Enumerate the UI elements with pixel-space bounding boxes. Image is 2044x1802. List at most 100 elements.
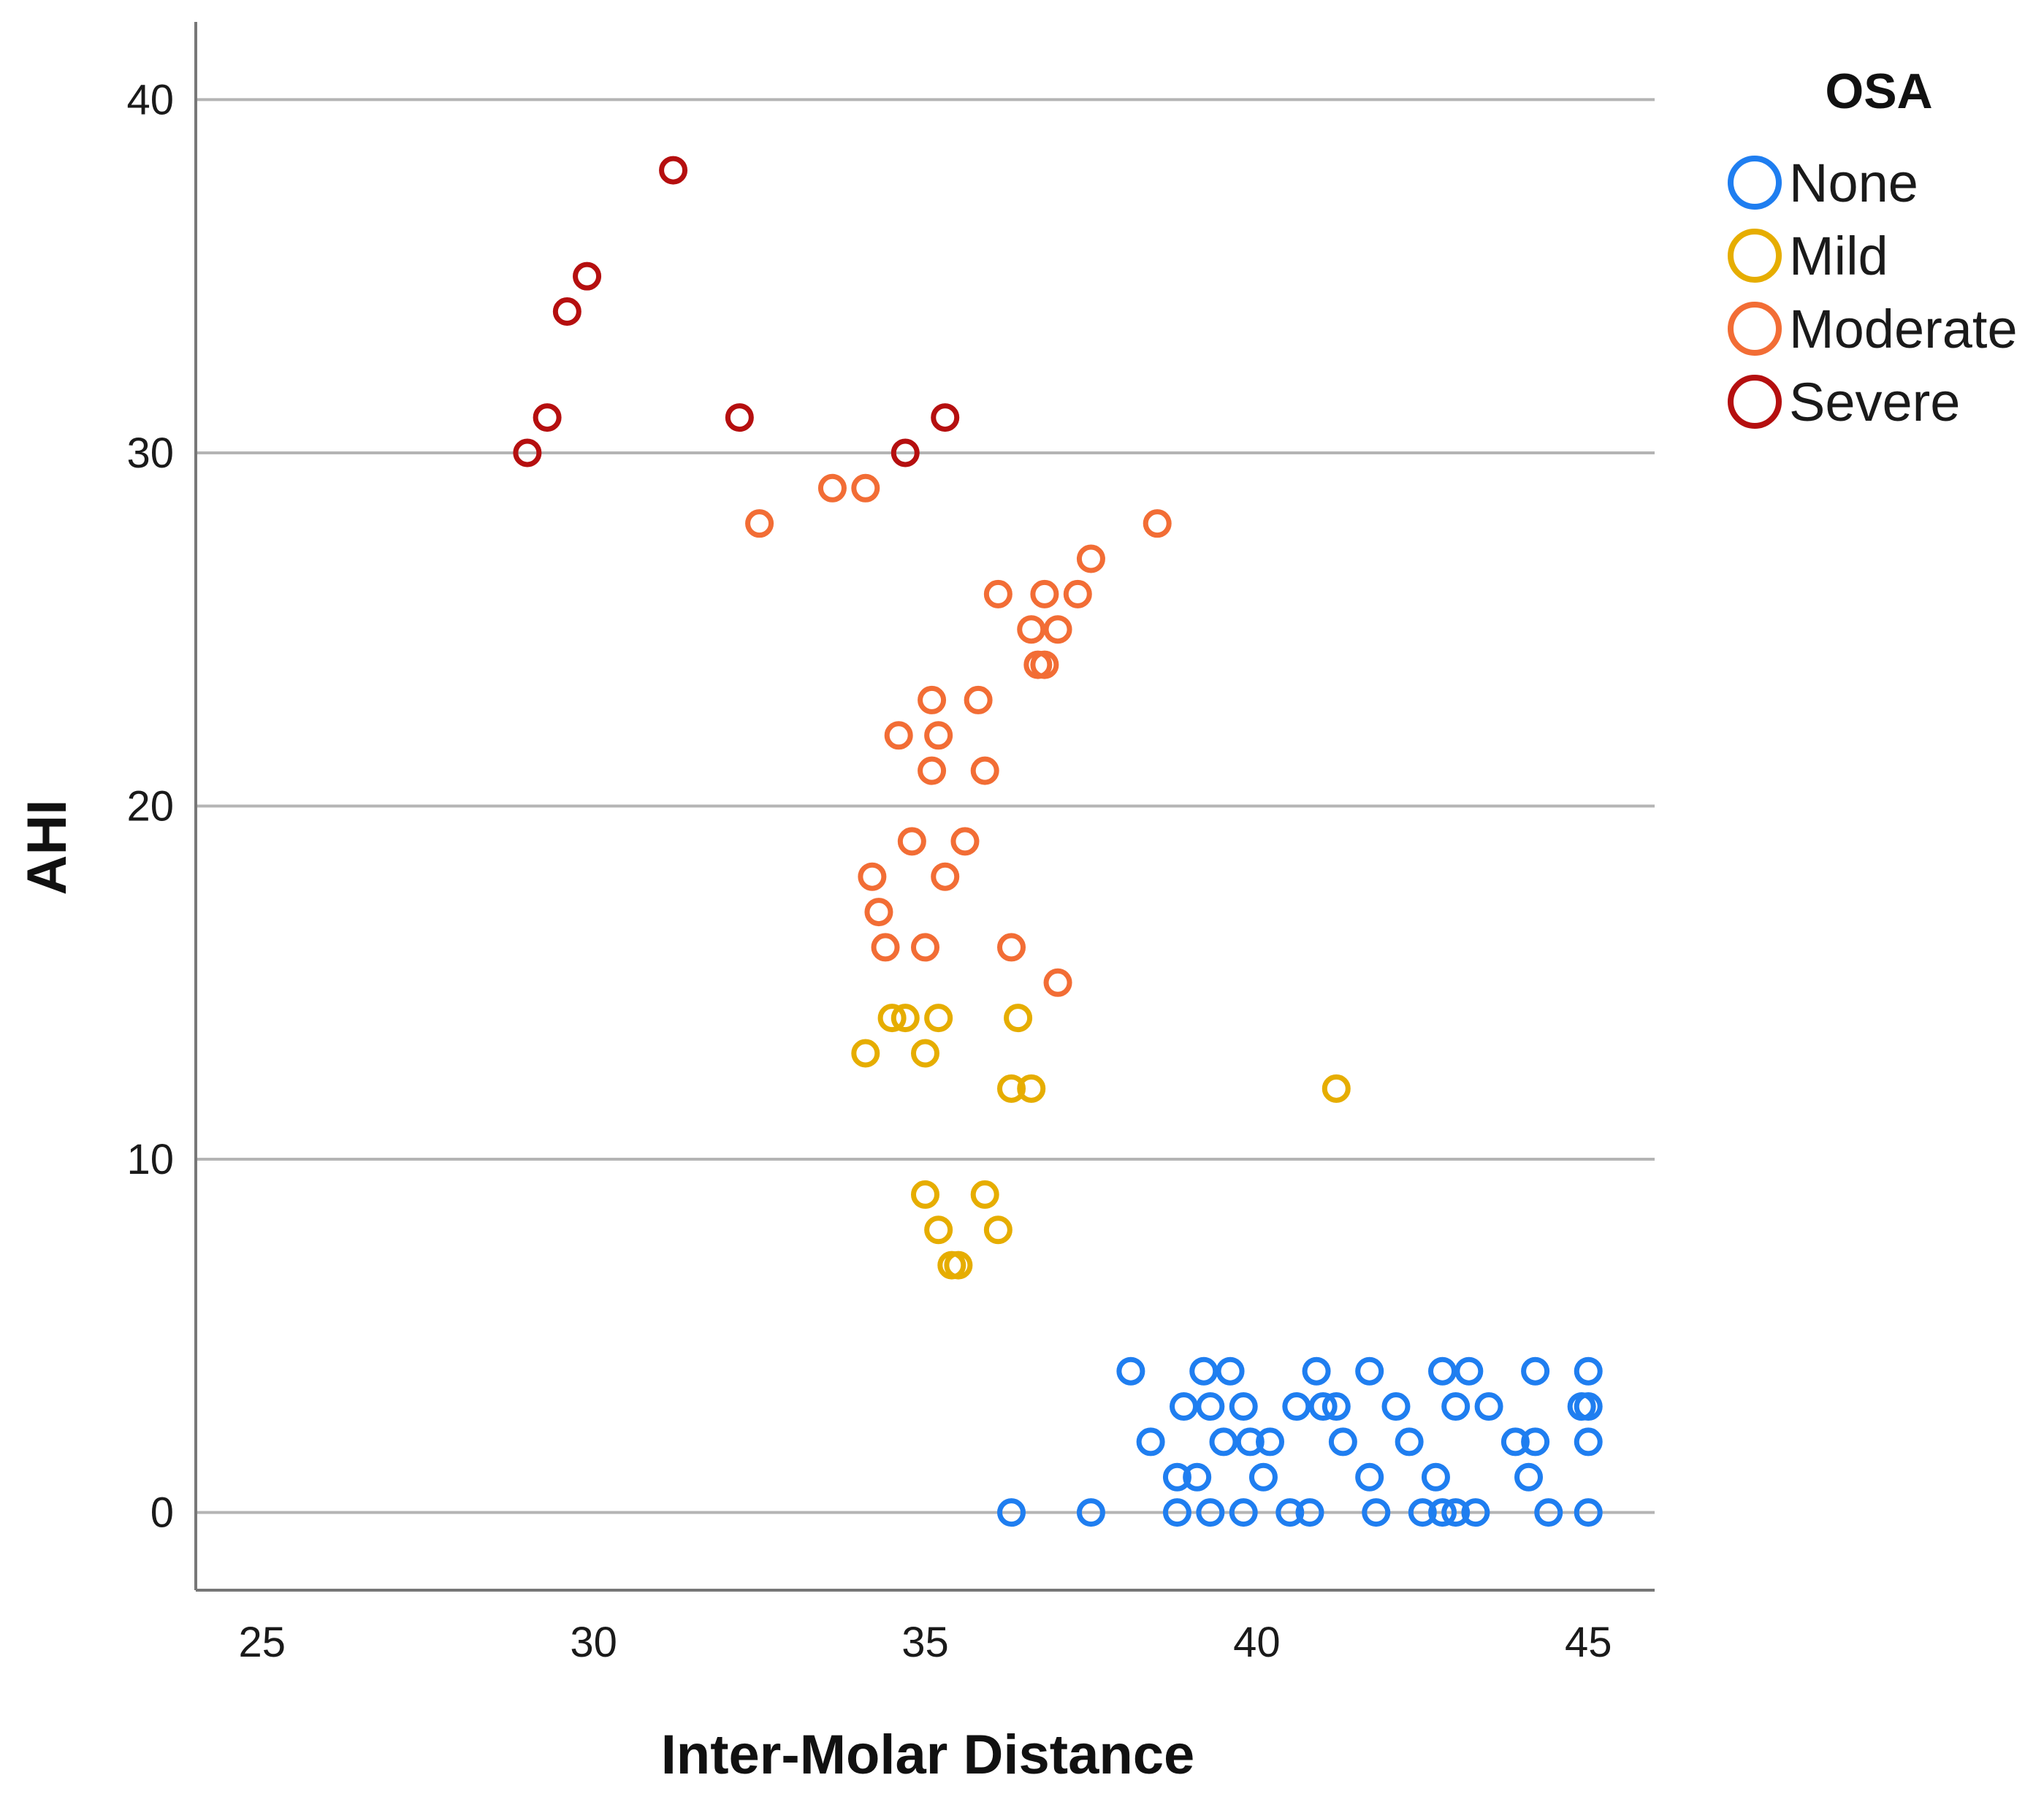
series-none bbox=[997, 1356, 1603, 1527]
data-point-none bbox=[1574, 1427, 1603, 1457]
data-point-none bbox=[1454, 1356, 1484, 1386]
data-point-none bbox=[1196, 1498, 1225, 1527]
data-point-none bbox=[1162, 1498, 1191, 1527]
data-point-moderate bbox=[745, 509, 774, 538]
data-point-none bbox=[1302, 1356, 1331, 1386]
data-point-mild bbox=[944, 1251, 973, 1280]
data-point-moderate bbox=[970, 756, 999, 785]
data-point-none bbox=[1229, 1392, 1258, 1421]
data-point-mild bbox=[1322, 1074, 1351, 1103]
data-point-mild bbox=[970, 1180, 999, 1209]
data-point-none bbox=[1574, 1356, 1603, 1386]
data-point-none bbox=[1275, 1498, 1305, 1527]
data-point-mild bbox=[1004, 1004, 1033, 1033]
x-tick-label: 25 bbox=[239, 1619, 286, 1666]
data-point-none bbox=[1116, 1356, 1145, 1386]
data-point-severe bbox=[931, 403, 960, 432]
data-point-moderate bbox=[950, 827, 980, 856]
data-point-none bbox=[1421, 1462, 1450, 1492]
data-point-moderate bbox=[931, 862, 960, 891]
legend: OSA None Mild Moderate Severe bbox=[1728, 64, 2018, 432]
data-point-none bbox=[1170, 1392, 1199, 1421]
data-point-moderate bbox=[983, 579, 1013, 608]
data-point-moderate bbox=[864, 898, 893, 927]
legend-marker-moderate bbox=[1728, 302, 1782, 356]
data-point-none bbox=[1216, 1356, 1245, 1386]
data-point-severe bbox=[573, 261, 602, 291]
data-point-none bbox=[1474, 1392, 1503, 1421]
data-point-severe bbox=[659, 156, 688, 185]
x-tick-label: 35 bbox=[901, 1619, 949, 1666]
y-tick-label: 10 bbox=[126, 1136, 174, 1183]
data-point-severe bbox=[513, 438, 542, 467]
data-point-none bbox=[1534, 1498, 1563, 1527]
data-point-none bbox=[1395, 1427, 1424, 1457]
data-point-moderate bbox=[1063, 579, 1092, 608]
data-point-moderate bbox=[911, 933, 939, 962]
data-points bbox=[513, 156, 1603, 1527]
data-point-none bbox=[1248, 1462, 1278, 1492]
data-point-mild bbox=[1017, 1074, 1046, 1103]
data-point-none bbox=[1282, 1392, 1311, 1421]
axes bbox=[194, 22, 1655, 1592]
data-point-moderate bbox=[897, 827, 926, 856]
data-point-none bbox=[1514, 1462, 1544, 1492]
data-point-moderate bbox=[858, 862, 887, 891]
data-point-none bbox=[1183, 1462, 1212, 1492]
legend-title: OSA bbox=[1825, 64, 1932, 119]
data-point-none bbox=[1196, 1392, 1225, 1421]
data-point-moderate bbox=[871, 933, 900, 962]
data-point-none bbox=[1441, 1392, 1471, 1421]
data-point-none bbox=[1521, 1427, 1550, 1457]
legend-label-none: None bbox=[1789, 153, 1918, 213]
data-point-none bbox=[1308, 1392, 1338, 1421]
data-point-none bbox=[1209, 1427, 1238, 1457]
data-point-mild bbox=[924, 1004, 953, 1033]
data-point-moderate bbox=[1043, 615, 1072, 644]
y-tick-label: 30 bbox=[126, 429, 174, 477]
series-severe bbox=[513, 156, 960, 467]
data-point-none bbox=[1428, 1498, 1457, 1527]
data-point-moderate bbox=[1076, 544, 1105, 573]
data-point-severe bbox=[533, 403, 562, 432]
data-point-moderate bbox=[1017, 615, 1046, 644]
data-point-mild bbox=[911, 1039, 939, 1068]
data-point-none bbox=[1574, 1392, 1603, 1421]
series-moderate bbox=[745, 473, 1172, 997]
data-point-none bbox=[1162, 1462, 1191, 1492]
data-point-none bbox=[1189, 1356, 1219, 1386]
y-tick-label: 40 bbox=[126, 76, 174, 123]
data-point-moderate bbox=[1030, 650, 1059, 679]
y-tick-label: 20 bbox=[126, 783, 174, 831]
data-point-mild bbox=[911, 1180, 939, 1209]
data-point-none bbox=[1322, 1392, 1351, 1421]
data-point-mild bbox=[891, 1004, 920, 1033]
data-point-none bbox=[1408, 1498, 1437, 1527]
legend-label-mild: Mild bbox=[1789, 226, 1888, 286]
data-point-none bbox=[1574, 1498, 1603, 1527]
y-tick-label: 0 bbox=[150, 1489, 174, 1537]
data-point-severe bbox=[725, 403, 754, 432]
data-point-none bbox=[1500, 1427, 1530, 1457]
data-point-none bbox=[997, 1498, 1026, 1527]
data-point-none bbox=[1521, 1356, 1550, 1386]
data-point-moderate bbox=[1143, 509, 1172, 538]
data-point-none bbox=[1355, 1356, 1384, 1386]
legend-label-moderate: Moderate bbox=[1789, 299, 2018, 359]
data-point-none bbox=[1229, 1498, 1258, 1527]
data-point-moderate bbox=[884, 721, 913, 750]
x-tick-label: 40 bbox=[1233, 1619, 1281, 1666]
data-point-none bbox=[1076, 1498, 1105, 1527]
legend-marker-severe bbox=[1728, 375, 1782, 429]
data-point-severe bbox=[552, 297, 581, 327]
data-point-mild bbox=[851, 1039, 880, 1068]
data-point-moderate bbox=[1030, 579, 1059, 608]
gridlines bbox=[196, 98, 1655, 1514]
data-point-moderate bbox=[924, 721, 953, 750]
data-point-moderate bbox=[1043, 968, 1072, 997]
data-point-moderate bbox=[817, 473, 847, 503]
data-point-none bbox=[1328, 1427, 1357, 1457]
data-point-none bbox=[1355, 1462, 1384, 1492]
data-point-mild bbox=[997, 1074, 1026, 1103]
